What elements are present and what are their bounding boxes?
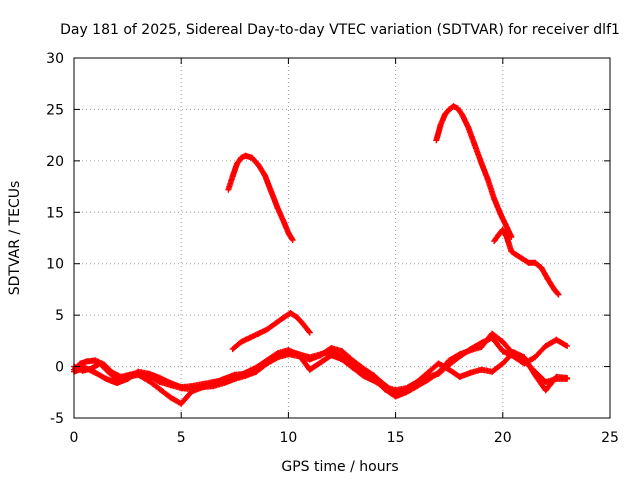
data-point-run xyxy=(146,378,163,393)
y-tick-label: -5 xyxy=(50,411,64,427)
series-arc-left-high xyxy=(225,152,296,244)
y-tick-label: 10 xyxy=(46,257,64,273)
grid xyxy=(74,58,610,418)
x-tick-label: 5 xyxy=(177,430,186,446)
data-point-run xyxy=(551,286,562,298)
data-point-run xyxy=(542,373,560,394)
data-point-run xyxy=(504,224,515,240)
data-point-run xyxy=(532,343,549,361)
y-tick-label: 15 xyxy=(46,205,64,221)
data-point-run xyxy=(489,360,506,375)
data-point-run xyxy=(306,359,324,373)
y-axis-ticks: -5 0 5 10 15 20 25 30 xyxy=(46,51,610,427)
data-point-run xyxy=(264,350,281,364)
series-arc-mid-low xyxy=(229,310,313,353)
series-baseline-c xyxy=(71,347,571,394)
x-tick-label: 15 xyxy=(387,430,405,446)
data-point-run xyxy=(300,321,313,336)
data-point-run xyxy=(360,365,378,379)
data-point-run xyxy=(553,336,571,349)
data-point-run xyxy=(178,388,195,407)
data-point-run xyxy=(521,354,538,378)
x-axis-ticks: 0 5 10 15 20 25 xyxy=(70,58,619,446)
x-tick-label: 20 xyxy=(494,430,512,446)
y-tick-label: 5 xyxy=(55,308,64,324)
data-point-run xyxy=(349,360,367,375)
series-baseline-a xyxy=(71,334,571,397)
y-tick-label: 25 xyxy=(46,102,64,118)
y-tick-label: 0 xyxy=(55,360,64,376)
data-point-run xyxy=(339,356,356,371)
data-point-run xyxy=(414,369,431,385)
chart-title: Day 181 of 2025, Sidereal Day-to-day VTE… xyxy=(60,22,620,38)
y-tick-label: 20 xyxy=(46,154,64,170)
data-point-run xyxy=(553,373,571,381)
y-tick-label: 30 xyxy=(46,51,64,67)
x-tick-label: 10 xyxy=(279,430,297,446)
data-points xyxy=(71,103,571,407)
data-point-run xyxy=(156,386,174,401)
plot-frame xyxy=(73,57,611,419)
data-point-run xyxy=(489,330,506,345)
data-point-run xyxy=(253,357,270,371)
series-arc-right-mid xyxy=(491,226,562,298)
data-point-run xyxy=(424,369,442,383)
series-arc-right-high xyxy=(433,103,515,240)
x-tick-label: 0 xyxy=(70,430,79,446)
data-point-run xyxy=(339,348,356,364)
x-tick-label: 25 xyxy=(601,430,619,446)
y-axis-label: SDTVAR / TECUs xyxy=(7,181,23,296)
data-point-run xyxy=(285,229,296,244)
data-point-run xyxy=(349,364,367,379)
x-axis-label: GPS time / hours xyxy=(281,459,398,475)
